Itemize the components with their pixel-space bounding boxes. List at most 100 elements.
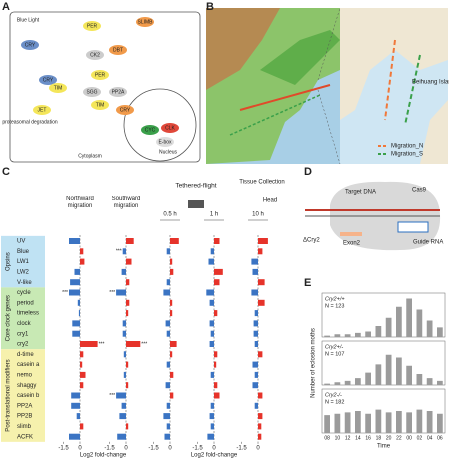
route-arrow [384,39,396,121]
bar [396,357,402,385]
protein-node [116,105,134,115]
bar [126,341,141,347]
bar [78,310,80,317]
bar [416,374,423,385]
x-axis-label: Time [377,444,391,450]
bar [214,238,220,244]
bar [214,392,220,399]
bar [71,402,80,409]
bar [80,351,84,358]
bar [252,361,258,368]
bar [258,279,265,286]
pathway-label: Cytoplasm [78,153,102,159]
bar [122,330,126,337]
bar [170,392,174,399]
bar [126,299,130,306]
header-label: Tethered-flight [175,183,216,190]
bar [258,392,263,399]
bar [406,412,412,433]
x-tick-label: 0 [212,445,216,451]
bar [166,361,170,368]
bar [170,371,174,378]
protein-node [156,137,174,147]
bar [74,268,80,275]
column-title: 1 h [210,212,218,218]
gene-label: ACFK [17,434,33,440]
protein-node [141,125,159,135]
column-title: Northward migration [66,196,94,209]
guide-rna [397,221,429,233]
gene-label: UV [17,239,25,245]
pathway-label: CRY [120,107,131,113]
bar [406,365,412,385]
significance: *** [141,341,147,347]
protein-node [86,50,104,60]
column-title: Southward migration [111,196,141,209]
bar [385,354,392,385]
group-band [1,349,45,442]
bar [258,351,263,358]
column-title: Northward migration [66,196,94,209]
bar [214,310,218,317]
gene-label: LW2 [17,269,30,275]
plot-frame [321,340,446,386]
bar [437,380,443,385]
inset-land [340,8,448,120]
diagram-label: Exon2 [343,241,361,247]
bar [344,412,351,433]
bar [163,413,170,420]
bar [208,258,214,265]
bar [116,289,126,296]
bar [116,392,126,399]
bar [163,289,170,296]
inset-link [317,7,341,81]
annotation: N = 182 [325,399,344,405]
diagram-label: ΔCry2 [303,238,320,244]
gene-label: period [17,300,34,306]
bar [396,411,402,433]
bar [365,331,371,337]
diagram-label: Cas9 [412,188,427,194]
panel-title: Cry2+/- [325,344,343,350]
group-band [1,235,45,288]
bar [355,411,361,433]
bar [166,279,170,286]
bar [324,415,330,433]
gene-label: nemo [17,372,33,378]
bar [334,413,341,433]
bar [258,433,262,440]
protein-node [21,40,39,50]
column-title: 0.5 h [163,212,176,218]
bar [375,326,382,337]
bar [214,268,223,275]
bar [72,330,80,337]
bar [396,306,402,337]
bar [119,413,126,420]
bar [214,382,218,389]
gene-label: clock [17,321,32,327]
bar [344,380,351,385]
bar [334,334,341,337]
pathway-label: CK2 [90,52,100,58]
gene-label: timeless [17,311,39,317]
bar [385,412,392,433]
bar [117,433,126,440]
bar [253,320,258,327]
pathway-label: TIM [96,102,105,108]
bar [365,372,371,385]
bar [210,330,214,337]
x-tick-label: 0 [256,445,260,451]
bar [69,238,80,244]
inset-land [420,100,448,164]
pathway-label: CRY [43,77,54,83]
x-tick-label: -1.5 [104,445,115,451]
diagram-label: Guide RNA [413,240,443,246]
bar [126,279,130,286]
panel-label: E [304,277,311,289]
pathway-label: SGG [86,89,97,95]
x-tick-label: 0 [168,445,172,451]
bar [80,423,84,430]
bar [375,409,382,433]
bar [126,382,129,389]
x-tick-label: -1.5 [148,445,159,451]
